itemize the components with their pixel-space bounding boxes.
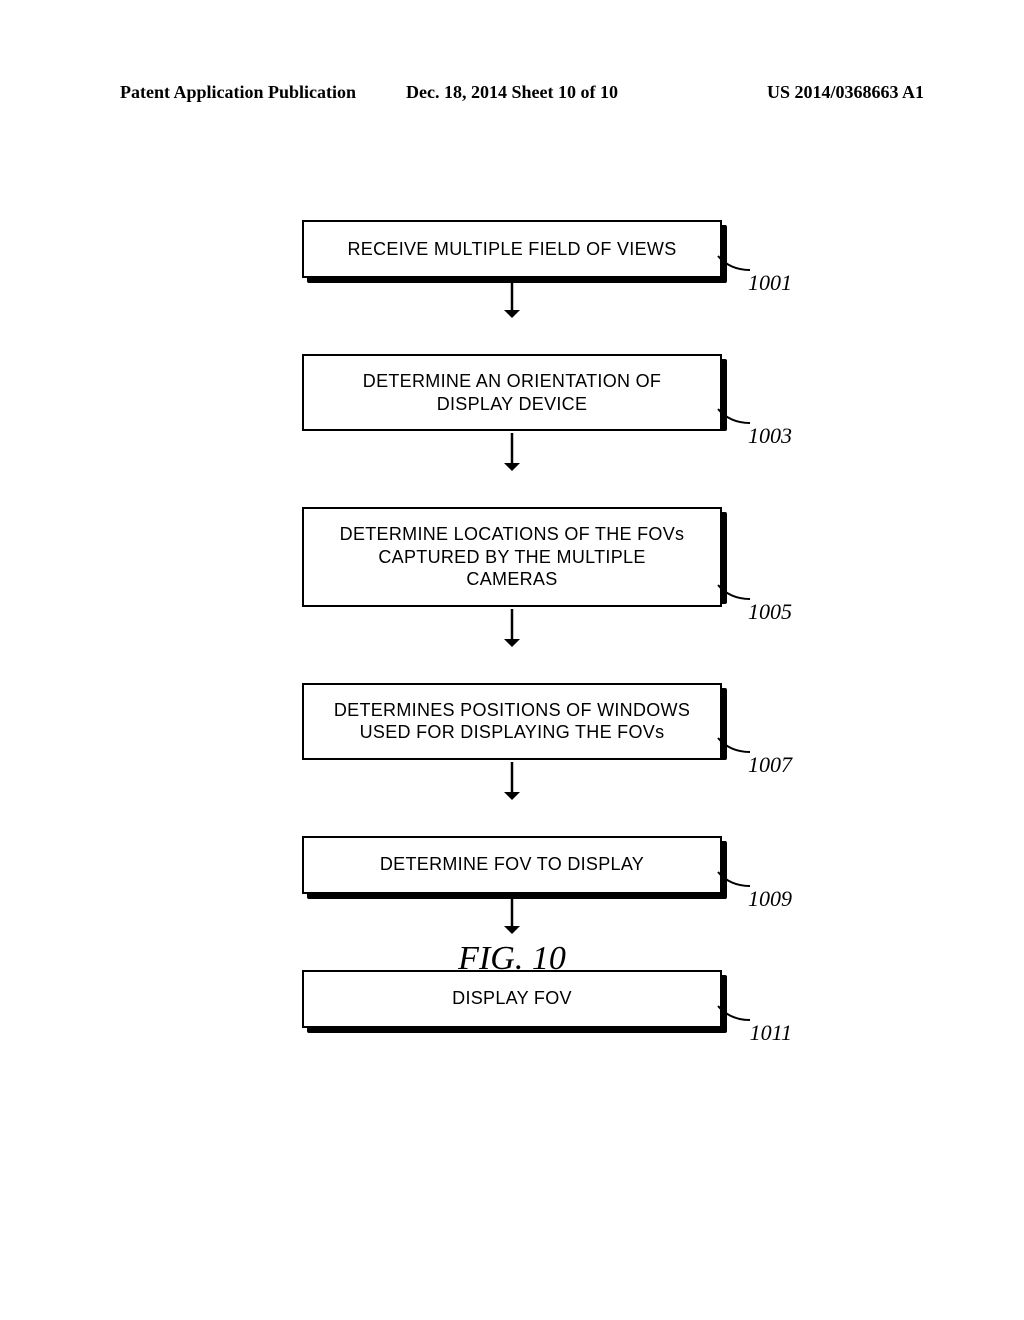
- flow-box-wrap: DETERMINES POSITIONS OF WINDOWSUSED FOR …: [302, 683, 722, 760]
- leader-line-icon: [716, 736, 776, 766]
- flow-box: DETERMINE LOCATIONS OF THE FOVsCAPTURED …: [302, 507, 722, 607]
- flow-box-wrap: DISPLAY FOV 1011: [302, 970, 722, 1028]
- flow-arrow-icon: [502, 762, 522, 802]
- flow-step: RECEIVE MULTIPLE FIELD OF VIEWS 1001: [272, 220, 752, 320]
- leader-line-icon: [716, 870, 776, 900]
- flow-step: DETERMINE AN ORIENTATION OFDISPLAY DEVIC…: [272, 354, 752, 473]
- flow-box: DETERMINE AN ORIENTATION OFDISPLAY DEVIC…: [302, 354, 722, 431]
- flow-box-label: DETERMINES POSITIONS OF WINDOWSUSED FOR …: [334, 699, 690, 744]
- flow-box-label: DISPLAY FOV: [452, 987, 572, 1010]
- header-left: Patent Application Publication: [120, 82, 356, 103]
- flow-step: DETERMINE FOV TO DISPLAY 1009: [272, 836, 752, 936]
- figure-caption: FIG. 10: [458, 940, 566, 978]
- leader-line-icon: [716, 254, 776, 284]
- flow-step: DETERMINES POSITIONS OF WINDOWSUSED FOR …: [272, 683, 752, 802]
- flow-arrow-icon: [502, 609, 522, 649]
- flow-box-label: DETERMINE FOV TO DISPLAY: [380, 853, 644, 876]
- flow-box-label: RECEIVE MULTIPLE FIELD OF VIEWS: [347, 238, 676, 261]
- leader-line-icon: [716, 1004, 776, 1034]
- flow-box-wrap: DETERMINE LOCATIONS OF THE FOVsCAPTURED …: [302, 507, 722, 607]
- page-header: Patent Application Publication Dec. 18, …: [0, 82, 1024, 103]
- flow-box: RECEIVE MULTIPLE FIELD OF VIEWS: [302, 220, 722, 278]
- leader-line-icon: [716, 583, 776, 613]
- flow-box-wrap: DETERMINE FOV TO DISPLAY 1009: [302, 836, 722, 894]
- flow-box: DETERMINE FOV TO DISPLAY: [302, 836, 722, 894]
- flow-arrow-icon: [502, 433, 522, 473]
- flow-step: DETERMINE LOCATIONS OF THE FOVsCAPTURED …: [272, 507, 752, 649]
- flowchart: RECEIVE MULTIPLE FIELD OF VIEWS 1001 DET…: [272, 220, 752, 1028]
- flow-step: DISPLAY FOV 1011: [272, 970, 752, 1028]
- flow-arrow-icon: [502, 280, 522, 320]
- header-right: US 2014/0368663 A1: [767, 82, 924, 103]
- flow-box-wrap: RECEIVE MULTIPLE FIELD OF VIEWS 1001: [302, 220, 722, 278]
- leader-line-icon: [716, 407, 776, 437]
- flow-box-wrap: DETERMINE AN ORIENTATION OFDISPLAY DEVIC…: [302, 354, 722, 431]
- flow-box-label: DETERMINE AN ORIENTATION OFDISPLAY DEVIC…: [363, 370, 661, 415]
- flow-box-label: DETERMINE LOCATIONS OF THE FOVsCAPTURED …: [340, 523, 685, 591]
- flow-box: DISPLAY FOV: [302, 970, 722, 1028]
- flow-arrow-icon: [502, 896, 522, 936]
- header-center: Dec. 18, 2014 Sheet 10 of 10: [406, 82, 618, 103]
- flow-box: DETERMINES POSITIONS OF WINDOWSUSED FOR …: [302, 683, 722, 760]
